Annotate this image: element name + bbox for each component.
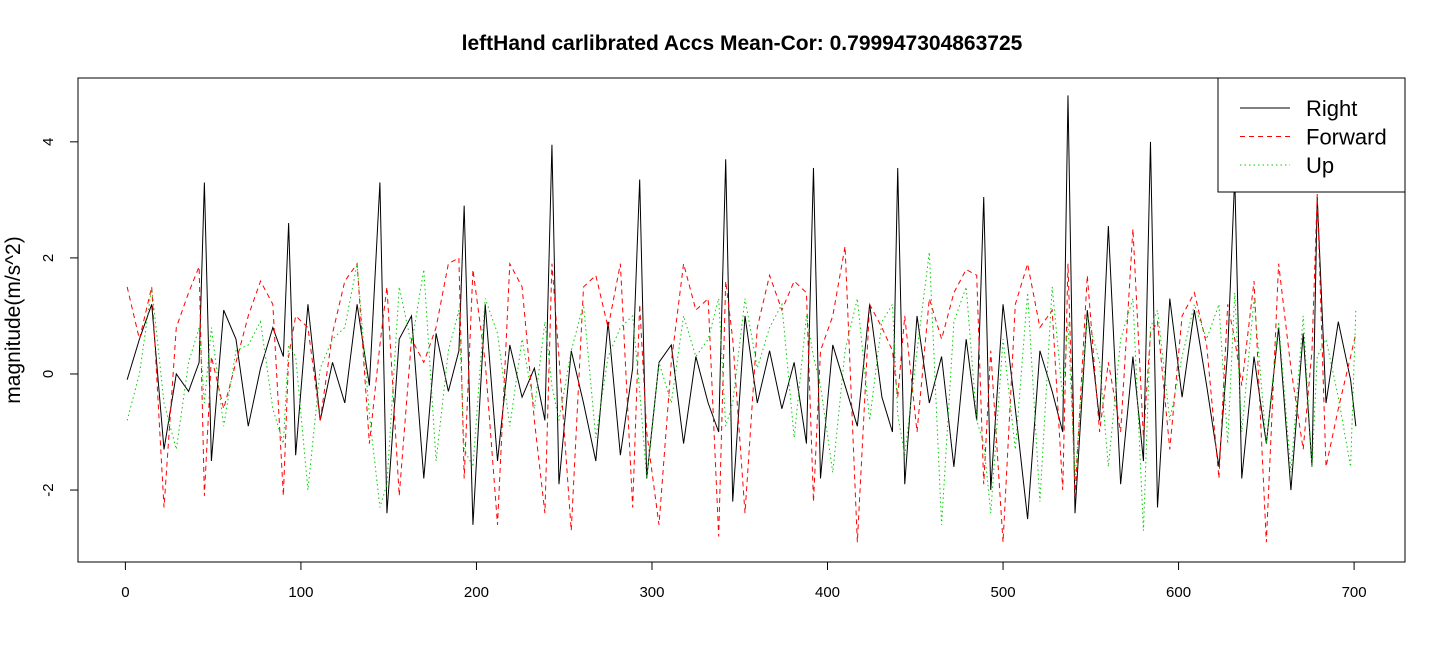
y-tick-label: -2 [40, 483, 57, 496]
x-tick-label: 600 [1166, 584, 1191, 601]
x-tick-label: 300 [639, 584, 664, 601]
legend-label: Forward [1306, 125, 1387, 150]
x-tick-label: 500 [991, 584, 1016, 601]
legend-label: Right [1306, 96, 1357, 121]
x-tick-label: 400 [815, 584, 840, 601]
x-tick-label: 100 [288, 584, 313, 601]
chart-title: leftHand carlibrated Accs Mean-Cor: 0.79… [462, 32, 1023, 55]
legend-box [1217, 77, 1406, 193]
x-tick-label: 700 [1342, 584, 1367, 601]
data-line [126, 95, 1357, 525]
x-tick-label: 200 [464, 584, 489, 601]
y-tick-label: 2 [40, 254, 57, 262]
legend-label: Up [1306, 153, 1334, 178]
y-tick-label: 0 [40, 370, 57, 378]
y-tick-label: 4 [40, 138, 57, 146]
data-line [126, 252, 1357, 531]
x-tick-label: 0 [121, 584, 129, 601]
y-axis-label: magnitude(m/s^2) [2, 236, 25, 403]
